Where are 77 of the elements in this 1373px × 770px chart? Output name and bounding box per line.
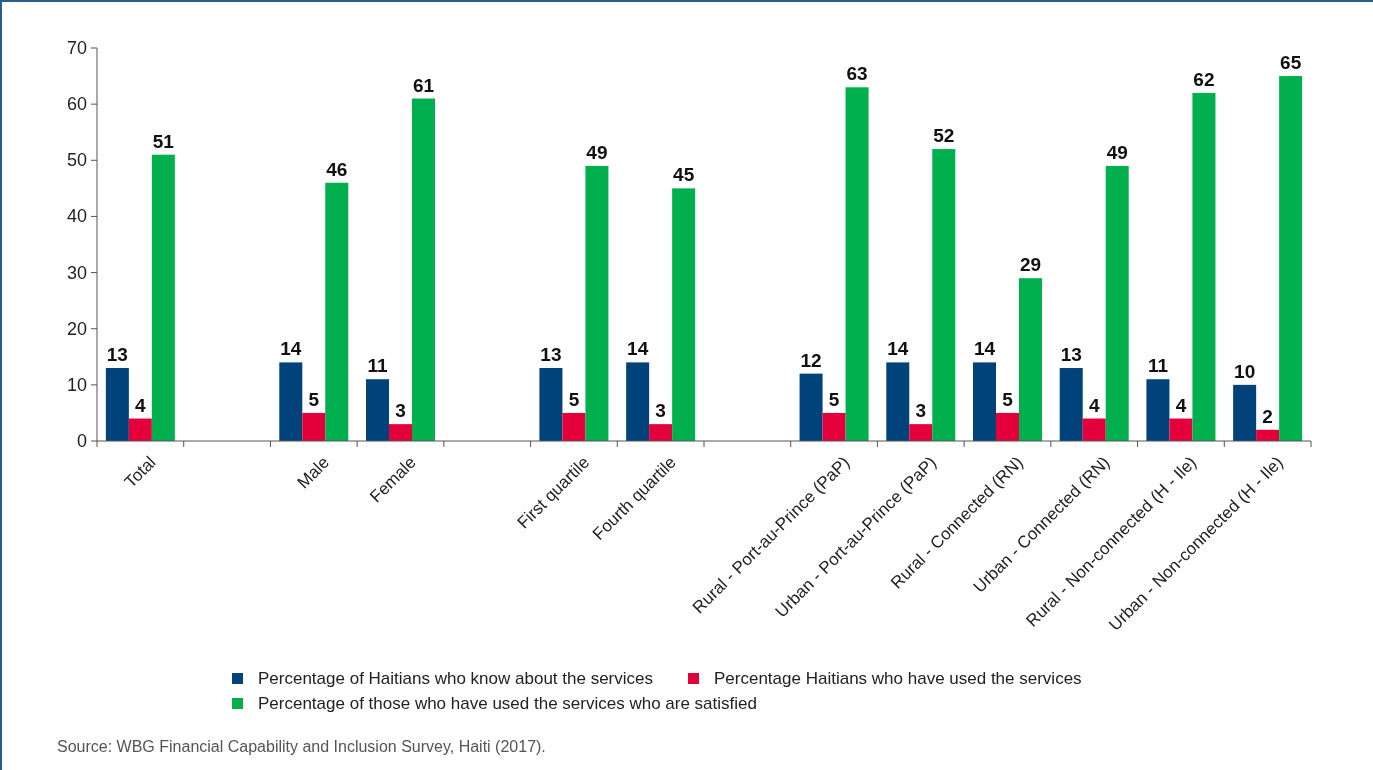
bar xyxy=(302,412,326,441)
legend-label: Percentage Haitians who have used the services xyxy=(714,669,1082,688)
data-label: 5 xyxy=(308,388,320,410)
data-label: 51 xyxy=(152,130,175,152)
y-tick-label: 40 xyxy=(66,206,87,227)
y-tick-label: 0 xyxy=(76,431,87,451)
bar xyxy=(1233,384,1257,441)
data-label: 10 xyxy=(1234,360,1256,382)
data-label: 5 xyxy=(568,388,580,410)
data-label: 29 xyxy=(1019,254,1042,276)
bar xyxy=(1192,92,1216,441)
legend-label: Percentage of those who have used the services who are satisfied xyxy=(258,694,757,713)
bar xyxy=(1105,165,1129,441)
data-label: 65 xyxy=(1280,52,1302,74)
bar xyxy=(279,362,303,441)
data-label: 11 xyxy=(367,355,388,377)
y-tick-label: 30 xyxy=(66,262,87,283)
data-label: 14 xyxy=(627,338,649,360)
data-label: 63 xyxy=(846,63,868,85)
bar xyxy=(389,424,412,441)
bar xyxy=(1146,379,1170,441)
data-label: 14 xyxy=(887,338,909,360)
data-label: 61 xyxy=(412,74,435,96)
bar xyxy=(1019,278,1042,441)
bar xyxy=(1279,76,1303,441)
data-label: 45 xyxy=(673,164,695,186)
data-label: 52 xyxy=(933,125,955,147)
bar xyxy=(845,87,869,441)
bar xyxy=(128,418,152,441)
data-label: 4 xyxy=(1175,394,1187,416)
data-label: 3 xyxy=(915,400,927,422)
bar xyxy=(932,149,956,441)
data-label: 3 xyxy=(655,400,666,422)
y-tick-label: 50 xyxy=(66,150,87,171)
data-label: 14 xyxy=(280,338,302,360)
data-label: 14 xyxy=(973,338,996,360)
bar xyxy=(585,165,609,441)
bar xyxy=(562,412,586,441)
source-note: Source: WBG Financial Capability and Inclusion Survey, Haiti (2017). xyxy=(57,738,546,755)
bar xyxy=(626,362,650,441)
bar xyxy=(909,424,933,441)
bar xyxy=(799,373,823,441)
bar xyxy=(672,188,696,441)
data-label: 13 xyxy=(540,344,562,366)
y-tick-label: 10 xyxy=(66,374,87,395)
data-label: 4 xyxy=(135,394,147,416)
bar xyxy=(996,412,1019,441)
data-label: 49 xyxy=(586,141,608,163)
data-label: 11 xyxy=(1147,355,1169,377)
data-label: 13 xyxy=(1060,344,1082,366)
bar xyxy=(151,154,175,441)
bar xyxy=(1169,418,1193,441)
data-label: 46 xyxy=(326,158,348,180)
data-label: 5 xyxy=(1002,388,1014,410)
data-label: 13 xyxy=(106,344,128,366)
data-label: 49 xyxy=(1106,141,1128,163)
bar xyxy=(822,412,846,441)
bar xyxy=(649,424,673,441)
y-tick-label: 60 xyxy=(66,94,87,115)
data-label: 62 xyxy=(1193,68,1215,90)
y-tick-label: 20 xyxy=(66,318,87,339)
data-label: 4 xyxy=(1088,394,1100,416)
data-label: 5 xyxy=(828,388,840,410)
legend-label: Percentage of Haitians who know about the services xyxy=(258,669,654,688)
y-tick-label: 70 xyxy=(66,38,87,58)
bar xyxy=(1082,418,1106,441)
bar xyxy=(105,368,129,441)
bar xyxy=(973,362,996,441)
bar xyxy=(886,362,910,441)
data-label: 2 xyxy=(1262,405,1273,427)
bar xyxy=(325,182,349,441)
data-label: 12 xyxy=(800,349,822,371)
bar xyxy=(1059,368,1083,441)
bar xyxy=(539,368,563,441)
data-label: 3 xyxy=(395,400,406,422)
bar xyxy=(412,98,435,441)
bar xyxy=(366,379,389,441)
